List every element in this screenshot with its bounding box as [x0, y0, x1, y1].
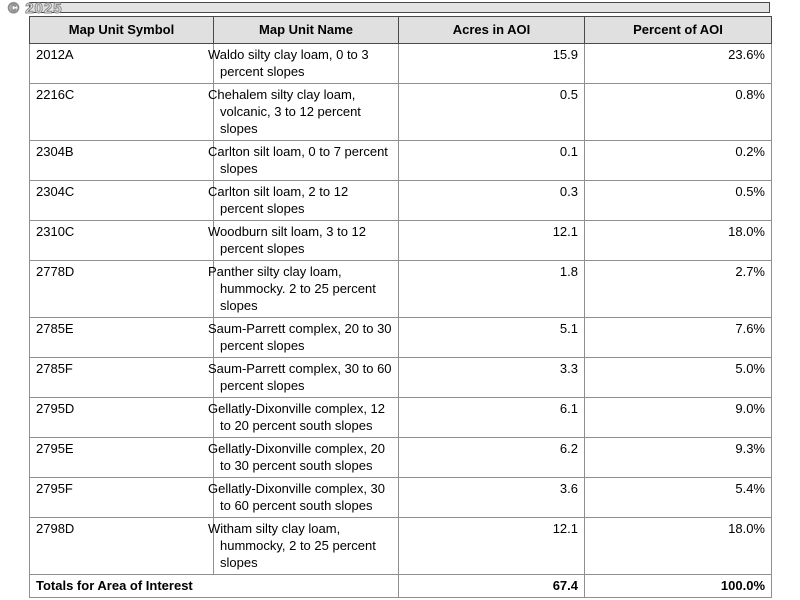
table-footer: Totals for Area of Interest 67.4 100.0% [29, 574, 772, 598]
table-row: 2795E Gellatly-Dixonville complex, 20 to… [29, 437, 772, 478]
totals-percent-cell: 100.0% [584, 574, 772, 598]
acres-cell: 6.2 [398, 437, 585, 478]
acres-cell: 12.1 [398, 220, 585, 261]
acres-cell: 5.1 [398, 317, 585, 358]
totals-acres-cell: 67.4 [398, 574, 585, 598]
table-row: 2304C Carlton silt loam, 2 to 12 percent… [29, 180, 772, 221]
table-row: 2012A Waldo silty clay loam, 0 to 3 perc… [29, 43, 772, 84]
map-unit-symbol-cell: 2310C [29, 220, 214, 261]
table-row: 2304B Carlton silt loam, 0 to 7 percent … [29, 140, 772, 181]
copyright-watermark: © 2025 [8, 0, 63, 18]
map-unit-symbol-cell: 2795F [29, 477, 214, 518]
map-unit-name-cell: Woodburn silt loam, 3 to 12 percent slop… [208, 220, 399, 261]
map-unit-name-cell: Gellatly-Dixonville complex, 20 to 30 pe… [208, 437, 399, 478]
acres-cell: 15.9 [398, 43, 585, 84]
percent-cell: 7.6% [584, 317, 772, 358]
table-header: Map Unit Symbol Map Unit Name Acres in A… [29, 16, 772, 44]
header-cell-acres-in-aoi: Acres in AOI [398, 16, 585, 44]
table-row: 2795D Gellatly-Dixonville complex, 12 to… [29, 397, 772, 438]
map-unit-name-cell: Gellatly-Dixonville complex, 30 to 60 pe… [208, 477, 399, 518]
map-unit-name-cell: Carlton silt loam, 2 to 12 percent slope… [208, 180, 399, 221]
map-unit-symbol-cell: 2304B [29, 140, 214, 181]
acres-cell: 12.1 [398, 517, 585, 575]
acres-cell: 3.6 [398, 477, 585, 518]
totals-row: Totals for Area of Interest 67.4 100.0% [29, 574, 772, 598]
map-unit-name-cell: Chehalem silty clay loam, volcanic, 3 to… [208, 83, 399, 141]
acres-cell: 3.3 [398, 357, 585, 398]
map-unit-name-cell: Gellatly-Dixonville complex, 12 to 20 pe… [208, 397, 399, 438]
table-row: 2785E Saum-Parrett complex, 20 to 30 per… [29, 317, 772, 358]
acres-cell: 0.1 [398, 140, 585, 181]
acres-cell: 0.3 [398, 180, 585, 221]
map-unit-symbol-cell: 2795D [29, 397, 214, 438]
percent-cell: 18.0% [584, 517, 772, 575]
map-unit-name-cell: Carlton silt loam, 0 to 7 percent slopes [208, 140, 399, 181]
map-unit-symbol-cell: 2785F [29, 357, 214, 398]
table-row: 2778D Panther silty clay loam, hummocky.… [29, 260, 772, 318]
map-unit-symbol-cell: 2785E [29, 317, 214, 358]
totals-label-cell: Totals for Area of Interest [29, 574, 399, 598]
acres-cell: 1.8 [398, 260, 585, 318]
percent-cell: 5.0% [584, 357, 772, 398]
map-unit-symbol-cell: 2798D [29, 517, 214, 575]
soil-map-unit-table: Map Unit Symbol Map Unit Name Acres in A… [29, 16, 772, 598]
acres-cell: 6.1 [398, 397, 585, 438]
table-row: 2785F Saum-Parrett complex, 30 to 60 per… [29, 357, 772, 398]
map-unit-name-cell: Saum-Parrett complex, 20 to 30 percent s… [208, 317, 399, 358]
map-unit-name-cell: Waldo silty clay loam, 0 to 3 percent sl… [208, 43, 399, 84]
percent-cell: 18.0% [584, 220, 772, 261]
header-cell-map-unit-symbol: Map Unit Symbol [29, 16, 214, 44]
header-row: Map Unit Symbol Map Unit Name Acres in A… [29, 16, 772, 44]
cropped-header-bar [29, 2, 770, 13]
map-unit-symbol-cell: 2778D [29, 260, 214, 318]
header-cell-map-unit-name: Map Unit Name [213, 16, 399, 44]
acres-cell: 0.5 [398, 83, 585, 141]
table-row: 2795F Gellatly-Dixonville complex, 30 to… [29, 477, 772, 518]
header-cell-percent-of-aoi: Percent of AOI [584, 16, 772, 44]
percent-cell: 9.0% [584, 397, 772, 438]
percent-cell: 0.8% [584, 83, 772, 141]
map-unit-symbol-cell: 2012A [29, 43, 214, 84]
percent-cell: 5.4% [584, 477, 772, 518]
percent-cell: 9.3% [584, 437, 772, 478]
table-row: 2216C Chehalem silty clay loam, volcanic… [29, 83, 772, 141]
map-unit-symbol-cell: 2304C [29, 180, 214, 221]
map-unit-name-cell: Saum-Parrett complex, 30 to 60 percent s… [208, 357, 399, 398]
table-row: 2310C Woodburn silt loam, 3 to 12 percen… [29, 220, 772, 261]
map-unit-name-cell: Witham silty clay loam, hummocky, 2 to 2… [208, 517, 399, 575]
percent-cell: 0.2% [584, 140, 772, 181]
map-unit-symbol-cell: 2216C [29, 83, 214, 141]
percent-cell: 0.5% [584, 180, 772, 221]
table-body: 2012A Waldo silty clay loam, 0 to 3 perc… [29, 43, 772, 575]
table-row: 2798D Witham silty clay loam, hummocky, … [29, 517, 772, 575]
map-unit-name-cell: Panther silty clay loam, hummocky. 2 to … [208, 260, 399, 318]
percent-cell: 23.6% [584, 43, 772, 84]
percent-cell: 2.7% [584, 260, 772, 318]
map-unit-symbol-cell: 2795E [29, 437, 214, 478]
